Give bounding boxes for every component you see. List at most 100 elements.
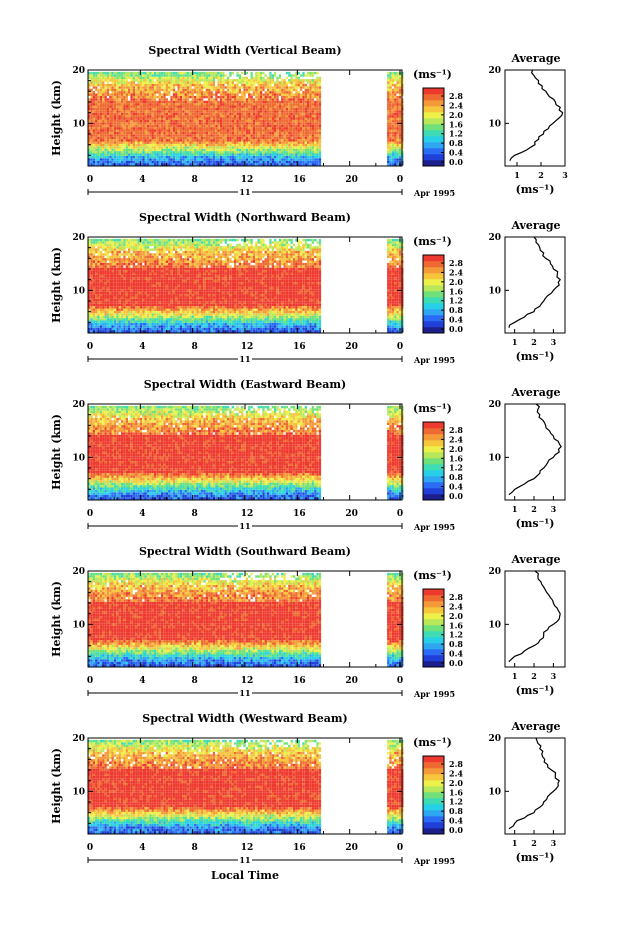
heatmap-cell xyxy=(111,71,114,75)
heatmap-cell xyxy=(179,318,183,321)
heatmap-cell xyxy=(175,151,178,154)
heatmap-cell xyxy=(113,86,117,89)
heatmap-cell xyxy=(224,124,227,128)
heatmap-cell xyxy=(391,141,395,144)
heatmap-cell xyxy=(212,115,216,118)
heatmap-cell xyxy=(102,131,105,135)
heatmap-cell xyxy=(264,325,267,328)
heatmap-cell xyxy=(106,325,110,328)
heatmap-cell xyxy=(95,139,98,142)
heatmap-cell xyxy=(241,134,244,137)
heatmap-cell xyxy=(128,110,131,113)
heatmap-cell xyxy=(243,129,246,132)
heatmap-cell xyxy=(106,136,110,140)
heatmap-cell xyxy=(92,158,95,161)
heatmap-cell xyxy=(219,115,223,118)
heatmap-cell xyxy=(238,313,241,316)
heatmap-cell xyxy=(111,327,114,331)
heatmap-cell xyxy=(311,313,314,316)
heatmap-cell xyxy=(217,105,220,108)
heatmap-cell xyxy=(102,81,105,84)
heatmap-cell xyxy=(278,139,282,142)
heatmap-cell xyxy=(241,119,244,123)
heatmap-cell xyxy=(222,122,225,125)
heatmap-cell xyxy=(243,139,246,142)
heatmap-cell xyxy=(271,322,274,326)
heatmap-cell xyxy=(179,151,183,154)
heatmap-cell xyxy=(191,131,194,135)
heatmap-cell xyxy=(210,151,213,154)
heatmap-cell xyxy=(231,112,234,116)
heatmap-cell xyxy=(389,160,392,164)
heatmap-cell xyxy=(271,313,274,316)
heatmap-cell xyxy=(224,313,227,316)
heatmap-cell xyxy=(290,100,293,104)
heatmap-cell xyxy=(144,74,147,77)
heatmap-cell xyxy=(278,148,282,152)
heatmap-cell xyxy=(252,98,256,101)
heatmap-cell xyxy=(201,313,204,316)
heatmap-cell xyxy=(231,313,234,316)
heatmap-cell xyxy=(132,330,135,333)
heatmap-cell xyxy=(269,122,272,125)
heatmap-cell xyxy=(137,124,140,128)
heatmap-cell xyxy=(217,95,220,99)
heatmap-cell xyxy=(257,83,260,87)
heatmap-cell xyxy=(243,148,246,152)
heatmap-cell xyxy=(90,91,93,94)
heatmap-cell xyxy=(229,327,232,331)
heatmap-cell xyxy=(177,158,180,161)
heatmap-cell xyxy=(222,315,225,319)
heatmap-cell xyxy=(184,71,187,75)
heatmap-cell xyxy=(135,155,138,159)
heatmap-cell xyxy=(314,124,317,128)
heatmap-cell xyxy=(314,327,317,331)
heatmap-cell xyxy=(151,158,154,161)
heatmap-cell xyxy=(267,325,270,328)
heatmap-cell xyxy=(252,122,256,125)
heatmap-cell xyxy=(139,93,143,96)
colorbar-segment xyxy=(423,142,444,149)
heatmap-cell xyxy=(236,124,239,128)
heatmap-cell xyxy=(302,134,305,137)
heatmap-cell xyxy=(102,79,105,82)
heatmap-cell xyxy=(158,100,161,104)
heatmap-cell xyxy=(106,327,110,331)
heatmap-cell xyxy=(276,325,279,328)
heatmap-cell xyxy=(295,318,298,321)
heatmap-cell xyxy=(118,310,121,314)
heatmap-cell xyxy=(99,119,103,123)
heatmap-cell xyxy=(125,315,128,319)
heatmap-cell xyxy=(302,74,305,77)
heatmap-cell xyxy=(90,153,93,156)
heatmap-cell xyxy=(394,155,397,159)
heatmap-cell xyxy=(123,115,126,118)
heatmap-cell xyxy=(118,83,121,87)
heatmap-cell xyxy=(271,105,274,108)
heatmap-cell xyxy=(104,122,107,125)
heatmap-cell xyxy=(161,74,164,77)
heatmap-cell xyxy=(309,146,312,149)
heatmap-cell xyxy=(196,134,199,137)
heatmap-cell xyxy=(311,322,314,326)
heatmap-cell xyxy=(128,143,131,147)
heatmap-cell xyxy=(285,146,289,149)
heatmap-cell xyxy=(106,103,110,106)
heatmap-cell xyxy=(316,158,319,161)
heatmap-cell xyxy=(226,160,230,164)
heatmap-cell xyxy=(170,79,173,82)
heatmap-cell xyxy=(151,127,154,130)
heatmap-cell xyxy=(231,136,234,140)
heatmap-cell xyxy=(229,119,232,123)
heatmap-cell xyxy=(191,81,194,84)
heatmap-cell xyxy=(149,330,152,333)
heatmap-cell xyxy=(267,146,270,149)
heatmap-cell xyxy=(250,127,253,130)
heatmap-cell xyxy=(269,115,272,118)
heatmap-cell xyxy=(236,105,239,108)
heatmap-cell xyxy=(297,93,300,96)
heatmap-cell xyxy=(194,110,197,113)
heatmap-cell xyxy=(259,124,263,128)
heatmap-cell xyxy=(243,105,246,108)
heatmap-cell xyxy=(271,88,274,92)
